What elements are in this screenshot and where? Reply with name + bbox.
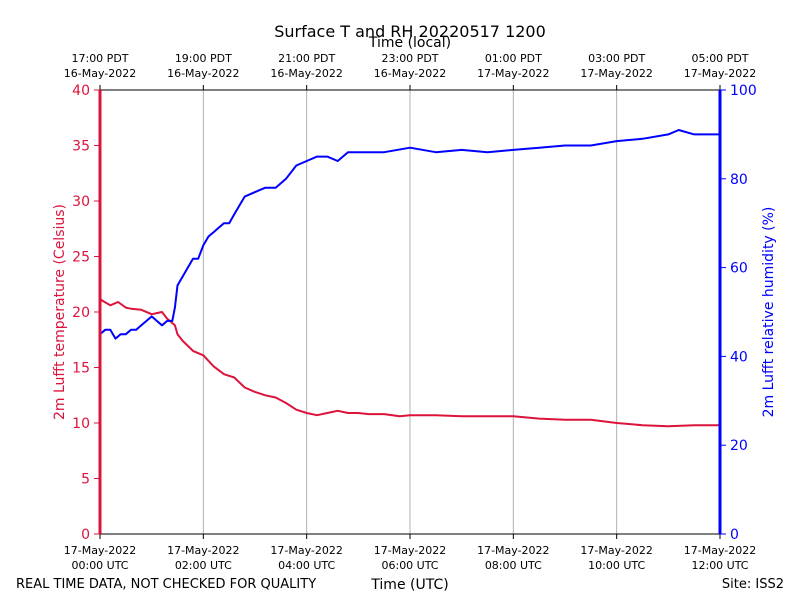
- top-tick-time: 03:00 PDT: [588, 52, 645, 65]
- y-axis-label-left: 2m Lufft temperature (Celsius): [52, 204, 68, 420]
- y-right-tick-label: 100: [730, 83, 757, 99]
- data-lines: [99, 129, 720, 428]
- y-left-tick-label: 40: [72, 83, 90, 99]
- y-right-tick-label: 80: [730, 172, 748, 188]
- chart-title: Surface T and RH 20220517 1200: [274, 22, 546, 41]
- y-left-tick-label: 15: [72, 361, 90, 377]
- x-tick-time: 12:00 UTC: [691, 559, 748, 572]
- top-tick-time: 19:00 PDT: [175, 52, 232, 65]
- top-tick-date: 16-May-2022: [270, 67, 342, 80]
- x-axis-label: Time (UTC): [370, 577, 448, 593]
- x-tick-date: 17-May-2022: [684, 544, 756, 557]
- top-tick-date: 17-May-2022: [684, 67, 756, 80]
- top-tick-date: 16-May-2022: [64, 67, 136, 80]
- labels: Surface T and RH 20220517 1200 Time (loc…: [16, 22, 784, 593]
- y-left-tick-label: 35: [72, 139, 90, 155]
- top-tick-date: 16-May-2022: [167, 67, 239, 80]
- y-left-tick-label: 5: [81, 472, 90, 488]
- y-right-tick-label: 60: [730, 261, 748, 277]
- top-tick-date: 16-May-2022: [374, 67, 446, 80]
- x-tick-date: 17-May-2022: [64, 544, 136, 557]
- top-tick-time: 23:00 PDT: [381, 52, 438, 65]
- y-left-tick-label: 0: [81, 527, 90, 543]
- x-tick-time: 10:00 UTC: [588, 559, 645, 572]
- x-tick-date: 17-May-2022: [167, 544, 239, 557]
- top-tick-time: 05:00 PDT: [691, 52, 748, 65]
- x-tick-time: 04:00 UTC: [278, 559, 335, 572]
- grid-lines: [202, 90, 618, 534]
- x-tick-date: 17-May-2022: [580, 544, 652, 557]
- y-right-tick-label: 0: [730, 527, 739, 543]
- axes: 17-May-2022 00:00 UTC 17-May-2022 02:00 UTC…: [64, 52, 757, 572]
- y-left-tick-label: 10: [72, 416, 90, 432]
- y-left-tick-label: 30: [72, 194, 90, 210]
- y-right-tick-label: 20: [730, 438, 748, 454]
- top-tick-time: 17:00 PDT: [71, 52, 128, 65]
- top-tick-time: 01:00 PDT: [485, 52, 542, 65]
- y-left-tick-label: 25: [72, 250, 90, 266]
- top-axis-label: Time (local): [368, 35, 451, 51]
- x-tick-time: 06:00 UTC: [381, 559, 438, 572]
- y-left-tick-label: 20: [72, 305, 90, 321]
- footer-quality-note: REAL TIME DATA, NOT CHECKED FOR QUALITY: [16, 577, 316, 592]
- y-right-tick-label: 40: [730, 349, 748, 365]
- humidity-line: [99, 129, 720, 340]
- top-tick-date: 17-May-2022: [580, 67, 652, 80]
- top-tick-date: 17-May-2022: [477, 67, 549, 80]
- y-axis-label-right: 2m Lufft relative humidity (%): [761, 207, 777, 418]
- x-tick-date: 17-May-2022: [374, 544, 446, 557]
- top-tick-time: 21:00 PDT: [278, 52, 335, 65]
- x-tick-time: 02:00 UTC: [175, 559, 232, 572]
- x-tick-date: 17-May-2022: [270, 544, 342, 557]
- x-tick-time: 08:00 UTC: [485, 559, 542, 572]
- temperature-line: [99, 297, 720, 428]
- x-tick-date: 17-May-2022: [477, 544, 549, 557]
- x-tick-time: 00:00 UTC: [71, 559, 128, 572]
- footer-site: Site: ISS2: [722, 577, 784, 592]
